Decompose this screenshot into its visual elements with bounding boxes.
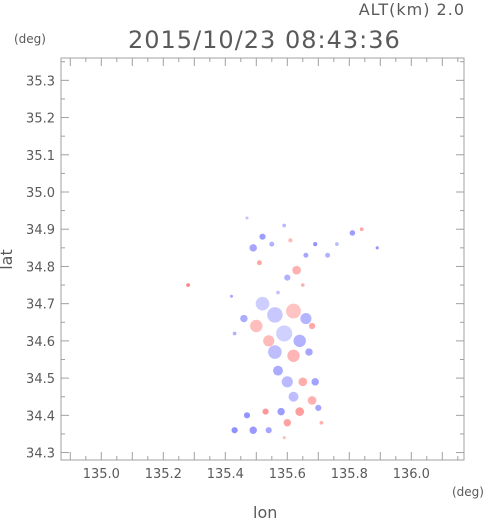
echo-patch [231, 427, 238, 434]
echo-patch [325, 252, 331, 258]
echo-patch [303, 252, 309, 258]
echo-patch [307, 396, 317, 405]
echo-patch [263, 335, 275, 347]
altitude-label: ALT(km) 2.0 [358, 0, 465, 19]
y-tick-label: 35.1 [26, 149, 55, 164]
echo-patch [283, 419, 292, 427]
y-tick-label: 35.0 [26, 186, 55, 201]
echo-patch [256, 260, 262, 266]
y-tick-label: 34.5 [26, 372, 55, 387]
echo-patch [230, 294, 233, 298]
x-tick-label: 135.6 [269, 467, 306, 482]
echo-patch [335, 242, 339, 246]
echo-patch [313, 241, 318, 247]
y-tick-label: 34.7 [26, 298, 55, 313]
x-tick-label: 135.0 [83, 467, 120, 482]
echo-patch [288, 391, 299, 402]
echo-patch [250, 319, 263, 333]
echo-patch [287, 349, 300, 362]
echo-patch [265, 427, 272, 434]
echo-patches [186, 216, 379, 440]
echo-patch [292, 265, 301, 275]
echo-patch [276, 325, 293, 342]
x-tick-label: 135.8 [331, 467, 368, 482]
y-tick-label: 34.4 [26, 409, 55, 424]
y-axis-unit: (deg) [14, 32, 46, 46]
echo-patch [315, 404, 322, 411]
plot-frame [60, 57, 465, 461]
echo-patch [284, 274, 291, 281]
echo-patch [281, 376, 293, 388]
echo-patch [309, 322, 316, 330]
echo-patch [295, 407, 305, 416]
echo-patch [245, 216, 249, 220]
echo-patch [300, 283, 305, 287]
y-tick-label: 34.8 [26, 260, 55, 275]
echo-patch [311, 378, 319, 386]
y-tick-label: 35.2 [26, 112, 55, 127]
echo-patch [349, 230, 356, 236]
x-tick-label: 135.4 [207, 467, 244, 482]
x-axis-ticks: 135.0 135.2 135.4 135.6 135.8 136.0 [69, 58, 459, 482]
y-tick-label: 35.3 [26, 74, 55, 89]
echo-patch [186, 283, 190, 287]
x-axis-label: lon [253, 503, 278, 522]
echo-patch [255, 296, 270, 311]
datetime-title: 2015/10/23 08:43:36 [128, 26, 401, 54]
echo-patch [269, 241, 275, 247]
y-tick-label: 34.6 [26, 335, 55, 350]
echo-patch [267, 307, 283, 323]
echo-patch [286, 303, 301, 319]
echo-patch [243, 412, 251, 419]
echo-patch [240, 314, 248, 323]
echo-patch [282, 436, 286, 440]
y-axis-ticks: 34.3 34.4 34.5 34.6 34.7 34.8 34.9 35.0 35.1 35.2… [26, 61, 464, 462]
echo-patch [259, 233, 266, 240]
x-tick-label: 136.0 [393, 467, 430, 482]
echo-patch [293, 334, 306, 348]
echo-patch [276, 290, 280, 295]
x-tick-label: 135.2 [145, 467, 182, 482]
echo-patch [298, 377, 308, 387]
echo-patch [359, 227, 364, 232]
echo-patch [273, 365, 283, 376]
echo-patch [305, 348, 313, 356]
echo-patch [268, 345, 282, 359]
echo-patch [249, 426, 257, 434]
echo-patch [300, 312, 312, 325]
echo-patch [249, 244, 257, 252]
y-tick-label: 34.3 [26, 447, 55, 462]
x-axis-unit: (deg) [452, 485, 484, 499]
echo-patch [282, 223, 287, 228]
echo-patch [288, 238, 293, 243]
echo-patch [277, 407, 285, 416]
echo-patch [375, 246, 379, 250]
echo-patch [319, 420, 324, 425]
echo-patch [232, 331, 237, 336]
echo-patch [262, 408, 269, 415]
y-tick-label: 34.9 [26, 223, 55, 238]
